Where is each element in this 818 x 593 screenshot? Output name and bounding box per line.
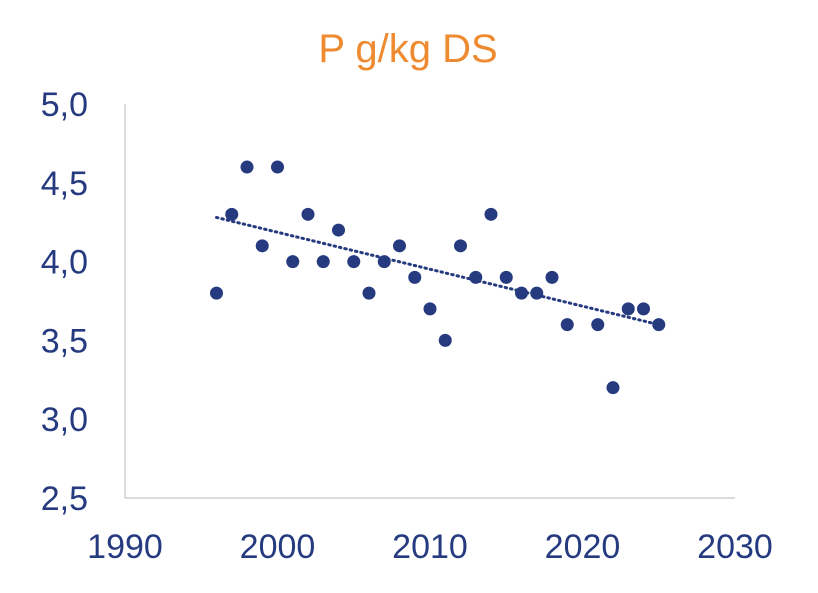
data-point — [545, 270, 559, 284]
data-point — [484, 207, 498, 221]
data-point — [438, 333, 452, 347]
y-tick-label: 4,0 — [41, 244, 88, 282]
data-point — [240, 160, 254, 174]
data-point — [316, 255, 330, 269]
data-point — [621, 302, 635, 316]
data-point — [423, 302, 437, 316]
data-point — [499, 270, 513, 284]
data-point — [469, 270, 483, 284]
data-points — [210, 160, 666, 395]
data-point — [515, 286, 528, 300]
y-tick-label: 5,0 — [41, 86, 88, 124]
data-point — [408, 270, 422, 284]
y-tick-label: 2,5 — [41, 480, 88, 518]
data-point — [652, 318, 666, 332]
chart-title: P g/kg DS — [318, 27, 497, 71]
data-point — [210, 286, 223, 300]
y-tick-label: 3,0 — [41, 401, 88, 439]
x-tick-labels: 1990 2000 2010 2020 2030 — [87, 528, 773, 566]
data-point — [347, 255, 361, 269]
x-tick-label: 2030 — [697, 528, 773, 566]
x-tick-label: 2000 — [240, 528, 316, 566]
y-tick-label: 3,5 — [41, 322, 88, 360]
data-point — [362, 286, 376, 300]
data-point — [255, 239, 269, 253]
x-tick-label: 2020 — [545, 528, 621, 566]
data-point — [637, 302, 650, 316]
data-point — [530, 286, 544, 300]
data-point — [560, 318, 574, 332]
data-point — [454, 239, 467, 253]
data-point — [286, 255, 300, 269]
x-tick-label: 2010 — [392, 528, 468, 566]
data-point — [332, 223, 345, 237]
data-point — [393, 239, 406, 253]
data-point — [606, 381, 620, 395]
data-point — [377, 255, 391, 269]
x-tick-label: 1990 — [87, 528, 163, 566]
y-tick-labels: 5,0 4,5 4,0 3,5 3,0 2,5 — [41, 86, 88, 518]
data-point — [301, 207, 315, 221]
data-point — [271, 160, 284, 174]
data-point — [591, 318, 605, 332]
y-tick-label: 4,5 — [41, 165, 88, 203]
data-point — [225, 207, 239, 221]
trendline — [215, 215, 661, 327]
